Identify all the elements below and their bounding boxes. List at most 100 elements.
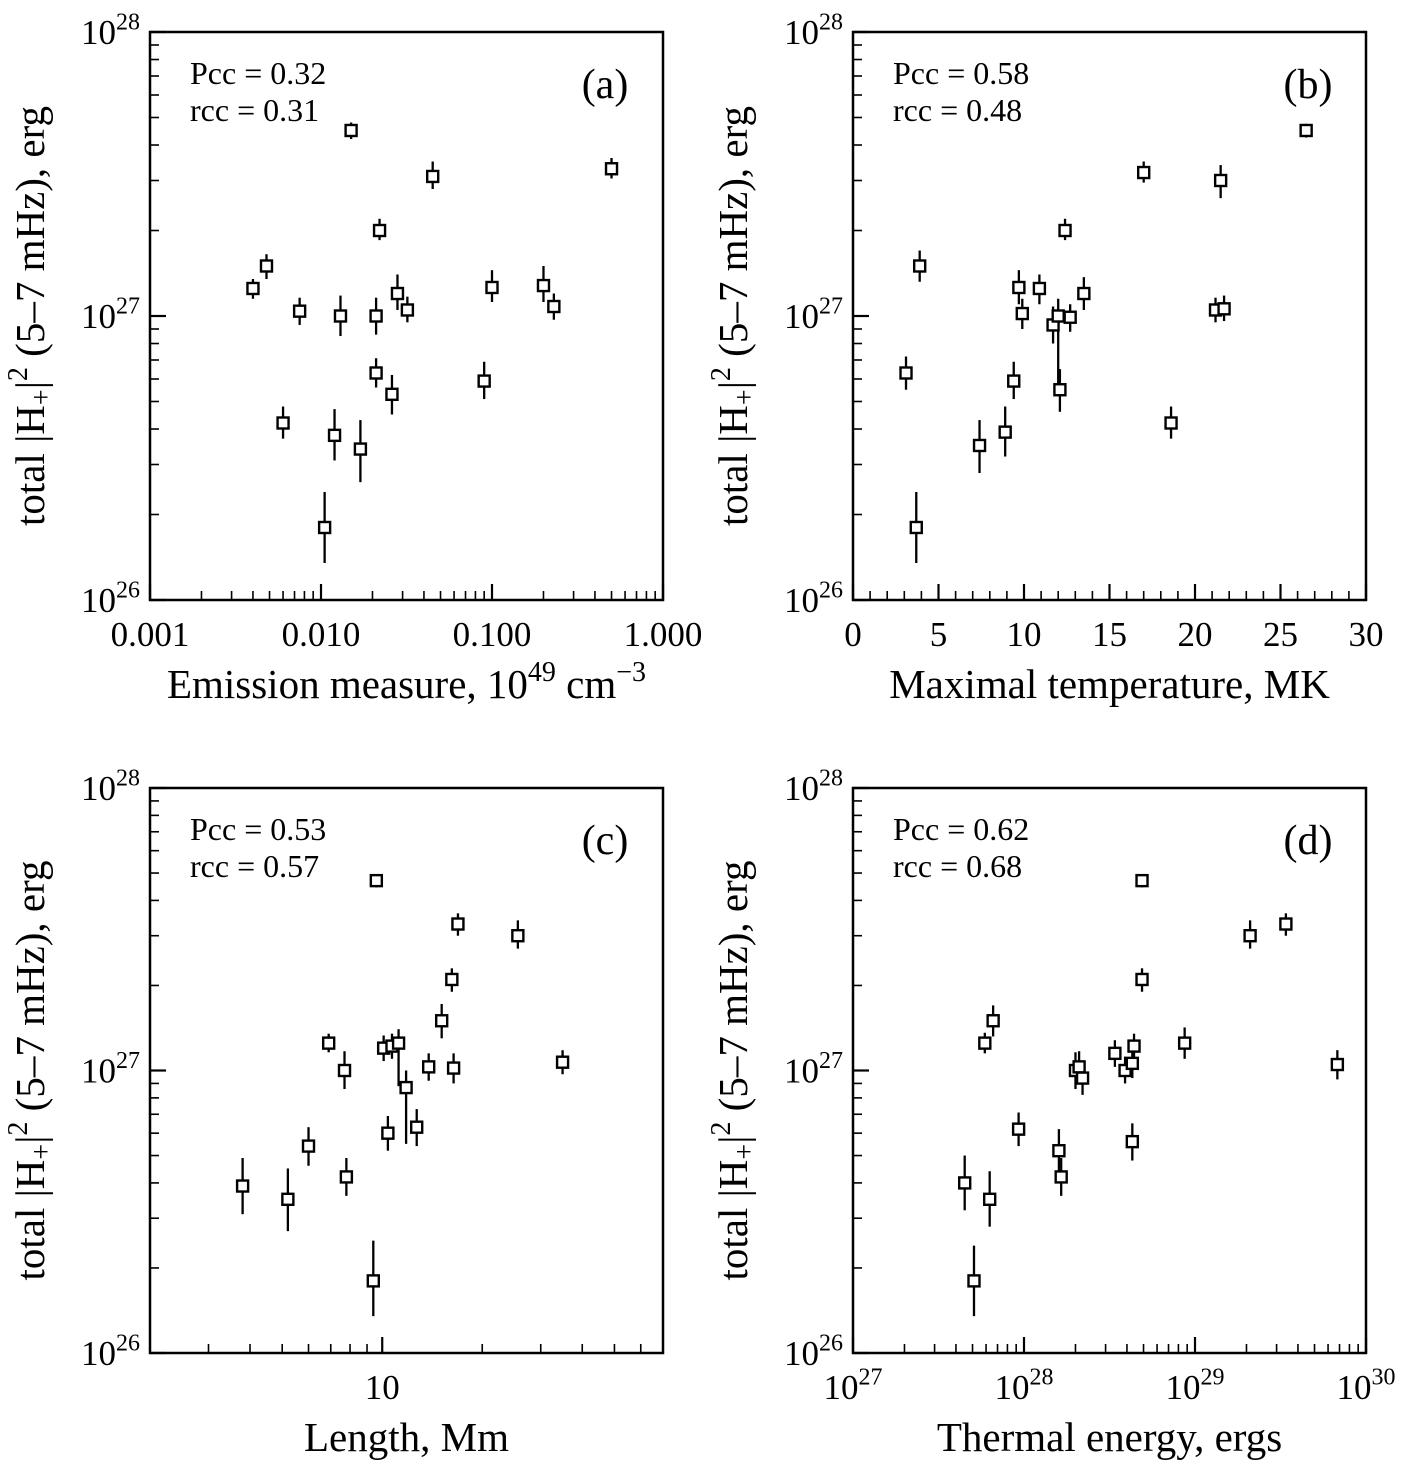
data-point-marker: [972, 438, 987, 453]
data-point-marker: [327, 428, 342, 443]
y-tick-label: 1028: [784, 9, 843, 52]
data-point-marker: [333, 309, 348, 323]
x-axis-title: Length, Mm: [304, 1414, 509, 1460]
data-point-marker: [292, 304, 307, 318]
data-point-marker: [400, 303, 415, 317]
data-point-marker: [986, 1014, 1000, 1028]
data-point-marker: [385, 387, 399, 402]
data-point-marker: [446, 1061, 461, 1075]
x-axis-title: Emission measure, 1049 cm−3: [167, 657, 646, 707]
data-point-marker: [511, 929, 525, 943]
data-point-marker: [1177, 1036, 1192, 1050]
x-tick-label: 0.100: [453, 615, 532, 654]
axis-ticks: [148, 30, 665, 602]
panel-letter: (b): [1284, 62, 1333, 108]
data-point-marker: [1058, 223, 1072, 238]
x-axis-title: Maximal temperature, MK: [889, 661, 1330, 707]
data-point-marker: [421, 1060, 436, 1074]
y-axis-title: total |H+|2 (5–7 mHz), erg: [706, 860, 761, 1280]
correlation-stat: rcc = 0.48: [893, 92, 1022, 128]
data-point-marker: [246, 281, 260, 296]
panel-c: 10 1026 1027 1028 Length, Mm total |H+|2 (5–7…: [0, 730, 703, 1461]
x-tick-label: 10: [1007, 615, 1042, 654]
x-tick-label: 1028: [995, 1364, 1054, 1407]
data-point-marker: [410, 1120, 424, 1134]
data-point-marker: [1125, 1056, 1140, 1071]
data-point-marker: [276, 416, 290, 430]
correlation-stat: Pcc = 0.32: [190, 55, 326, 91]
y-tick-label: 1026: [784, 577, 843, 620]
data-point-marker: [477, 374, 491, 388]
x-tick-label: 1027: [824, 1364, 883, 1407]
data-point-marker: [1213, 173, 1228, 188]
data-point-marker: [317, 520, 332, 535]
data-point-marker: [337, 1063, 352, 1078]
data-point-marker: [369, 309, 383, 323]
panel-letter: (a): [582, 62, 629, 108]
data-point-marker: [353, 442, 368, 456]
correlation-stat: rcc = 0.57: [190, 848, 319, 884]
data-point-marker: [1279, 917, 1293, 931]
data-point-marker: [321, 1036, 336, 1050]
data-point-marker: [1135, 972, 1149, 987]
data-points: [957, 873, 1345, 1317]
scatter-plot-a: 0.001 0.010 0.100 1.000 1026 1027 1028 Emission…: [3, 9, 703, 707]
data-point-marker: [1012, 280, 1026, 295]
data-point-marker: [339, 1170, 354, 1184]
data-point-marker: [998, 425, 1012, 439]
y-axis-title: total |H+|2 (5–7 mHz), erg: [3, 860, 58, 1280]
axis-ticks: [851, 30, 1368, 602]
data-points: [235, 873, 570, 1317]
x-tick-label: 10: [365, 1368, 400, 1407]
data-point-marker: [390, 286, 405, 301]
y-axis-title: total |H+|2 (5–7 mHz), erg: [706, 106, 761, 526]
axis-ticks: [851, 786, 1368, 1355]
data-points: [246, 122, 619, 563]
data-point-marker: [451, 917, 465, 931]
data-point-marker: [1108, 1046, 1122, 1061]
data-point-marker: [1051, 309, 1065, 323]
x-tick-label: 0.001: [111, 615, 190, 654]
x-tick-label: 1030: [1337, 1364, 1396, 1407]
data-point-marker: [1077, 286, 1091, 301]
data-point-marker: [536, 278, 551, 293]
data-point-marker: [301, 1139, 316, 1153]
data-point-marker: [399, 1080, 413, 1095]
data-point-marker: [1217, 302, 1231, 316]
data-point-marker: [909, 520, 923, 535]
y-tick-label: 1028: [81, 9, 140, 52]
data-point-marker: [1118, 1063, 1132, 1078]
data-point-marker: [982, 1192, 997, 1207]
x-axis-title: Thermal energy, ergs: [937, 1414, 1282, 1460]
x-tick-label: 15: [1092, 615, 1127, 654]
data-point-marker: [372, 223, 387, 238]
data-point-marker: [899, 366, 913, 380]
data-point-marker: [1243, 929, 1257, 943]
panel-b: 0 5 10 15 20 25 30 1026 1027 1028 Maximal temperat…: [703, 0, 1406, 730]
data-point-marker: [1135, 873, 1149, 888]
data-point-marker: [978, 1036, 992, 1050]
correlation-stat: rcc = 0.31: [190, 92, 319, 128]
y-tick-label: 1026: [81, 1330, 140, 1373]
panel-letter: (c): [582, 818, 629, 864]
data-point-marker: [1075, 1071, 1090, 1085]
data-point-marker: [381, 1126, 395, 1140]
data-point-marker: [369, 366, 383, 380]
data-point-marker: [235, 1179, 250, 1193]
correlation-stat: Pcc = 0.62: [893, 811, 1029, 847]
data-point-marker: [1054, 1170, 1068, 1184]
y-tick-label: 1026: [81, 577, 140, 620]
data-point-marker: [434, 1014, 449, 1028]
x-tick-label: 25: [1263, 615, 1298, 654]
y-tick-label: 1028: [81, 765, 140, 808]
data-point-marker: [1072, 1060, 1086, 1074]
y-tick-label: 1027: [784, 293, 843, 336]
correlation-stat: Pcc = 0.53: [190, 811, 326, 847]
data-point-marker: [547, 299, 561, 314]
x-tick-label: 1029: [1166, 1364, 1225, 1407]
data-point-marker: [485, 280, 499, 295]
data-point-marker: [1137, 165, 1151, 180]
data-point-marker: [1125, 1134, 1140, 1149]
